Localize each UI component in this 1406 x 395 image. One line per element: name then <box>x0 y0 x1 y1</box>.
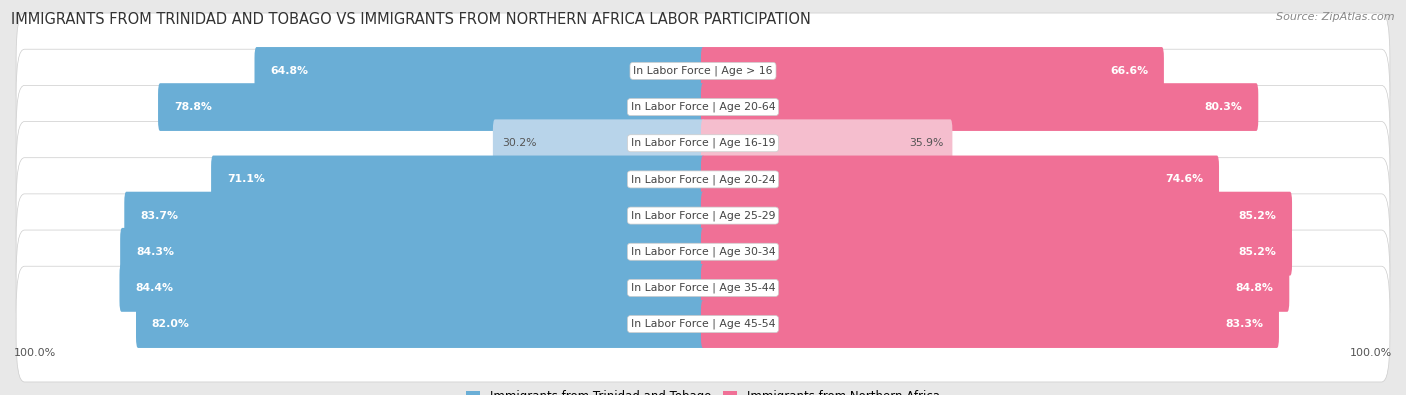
FancyBboxPatch shape <box>120 228 704 276</box>
FancyBboxPatch shape <box>15 158 1391 273</box>
FancyBboxPatch shape <box>254 47 704 95</box>
FancyBboxPatch shape <box>124 192 704 239</box>
Text: In Labor Force | Age > 16: In Labor Force | Age > 16 <box>633 66 773 76</box>
Text: 78.8%: 78.8% <box>174 102 212 112</box>
Legend: Immigrants from Trinidad and Tobago, Immigrants from Northern Africa: Immigrants from Trinidad and Tobago, Imm… <box>461 385 945 395</box>
FancyBboxPatch shape <box>702 264 1289 312</box>
FancyBboxPatch shape <box>702 83 1258 131</box>
Text: 30.2%: 30.2% <box>502 138 536 148</box>
Text: 85.2%: 85.2% <box>1239 247 1277 257</box>
FancyBboxPatch shape <box>702 228 1292 276</box>
FancyBboxPatch shape <box>702 119 952 167</box>
Text: 84.3%: 84.3% <box>136 247 174 257</box>
Text: In Labor Force | Age 16-19: In Labor Force | Age 16-19 <box>631 138 775 149</box>
FancyBboxPatch shape <box>15 85 1391 201</box>
FancyBboxPatch shape <box>702 192 1292 239</box>
FancyBboxPatch shape <box>157 83 704 131</box>
FancyBboxPatch shape <box>136 300 704 348</box>
Text: 35.9%: 35.9% <box>910 138 943 148</box>
FancyBboxPatch shape <box>702 156 1219 203</box>
FancyBboxPatch shape <box>15 266 1391 382</box>
FancyBboxPatch shape <box>15 194 1391 310</box>
Text: 84.8%: 84.8% <box>1236 283 1274 293</box>
Text: 80.3%: 80.3% <box>1205 102 1243 112</box>
Text: 74.6%: 74.6% <box>1166 175 1204 184</box>
Text: Source: ZipAtlas.com: Source: ZipAtlas.com <box>1277 12 1395 22</box>
FancyBboxPatch shape <box>211 156 704 203</box>
FancyBboxPatch shape <box>15 49 1391 165</box>
FancyBboxPatch shape <box>15 122 1391 237</box>
Text: 82.0%: 82.0% <box>152 319 190 329</box>
Text: 85.2%: 85.2% <box>1239 211 1277 220</box>
Text: 71.1%: 71.1% <box>226 175 264 184</box>
Text: In Labor Force | Age 20-64: In Labor Force | Age 20-64 <box>631 102 775 112</box>
FancyBboxPatch shape <box>120 264 704 312</box>
Text: In Labor Force | Age 25-29: In Labor Force | Age 25-29 <box>631 210 775 221</box>
Text: In Labor Force | Age 45-54: In Labor Force | Age 45-54 <box>631 319 775 329</box>
Text: 100.0%: 100.0% <box>14 348 56 357</box>
Text: In Labor Force | Age 35-44: In Labor Force | Age 35-44 <box>631 283 775 293</box>
FancyBboxPatch shape <box>702 47 1164 95</box>
Text: 100.0%: 100.0% <box>1350 348 1392 357</box>
Text: In Labor Force | Age 30-34: In Labor Force | Age 30-34 <box>631 246 775 257</box>
FancyBboxPatch shape <box>15 230 1391 346</box>
FancyBboxPatch shape <box>494 119 704 167</box>
Text: In Labor Force | Age 20-24: In Labor Force | Age 20-24 <box>631 174 775 185</box>
Text: 66.6%: 66.6% <box>1109 66 1149 76</box>
Text: 84.4%: 84.4% <box>135 283 173 293</box>
Text: 64.8%: 64.8% <box>270 66 308 76</box>
FancyBboxPatch shape <box>702 300 1279 348</box>
Text: 83.3%: 83.3% <box>1225 319 1263 329</box>
Text: IMMIGRANTS FROM TRINIDAD AND TOBAGO VS IMMIGRANTS FROM NORTHERN AFRICA LABOR PAR: IMMIGRANTS FROM TRINIDAD AND TOBAGO VS I… <box>11 12 811 27</box>
Text: 83.7%: 83.7% <box>141 211 179 220</box>
FancyBboxPatch shape <box>15 13 1391 129</box>
